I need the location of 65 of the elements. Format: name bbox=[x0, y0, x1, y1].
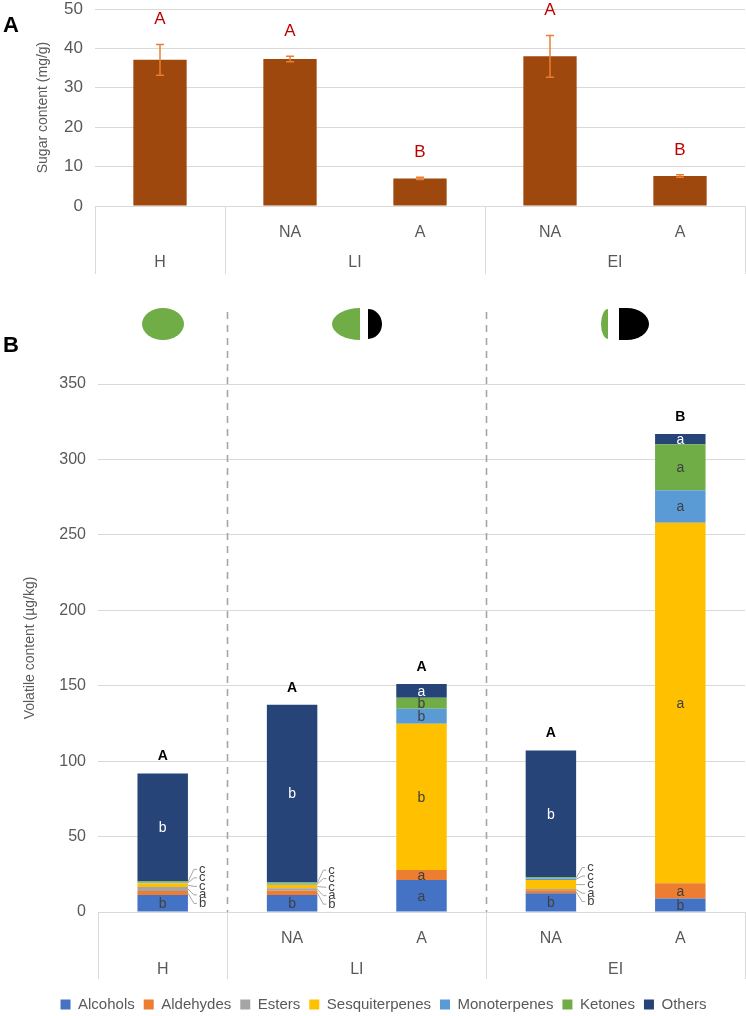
data-label: b bbox=[288, 785, 297, 802]
total-label: A bbox=[287, 678, 298, 695]
y-tick-label: 300 bbox=[59, 449, 87, 467]
total-label: A bbox=[157, 747, 168, 764]
data-label: b bbox=[676, 896, 685, 913]
data-label: b bbox=[547, 805, 555, 822]
data-label: b bbox=[417, 708, 426, 725]
data-label: a bbox=[676, 498, 685, 515]
data-label: b bbox=[547, 894, 555, 911]
legend-label: Ketones bbox=[579, 994, 635, 1012]
data-label: b bbox=[158, 895, 167, 912]
data-label: b bbox=[288, 895, 297, 912]
x-tick-label: NA bbox=[539, 929, 563, 947]
total-label: B bbox=[675, 407, 686, 424]
legend-label: Alcohols bbox=[78, 994, 135, 1012]
y-tick-label: 0 bbox=[77, 902, 87, 920]
data-label: B bbox=[674, 139, 686, 159]
data-label: a bbox=[417, 887, 426, 904]
y-tick-label: 0 bbox=[73, 195, 83, 215]
y-tick-label: 50 bbox=[64, 0, 83, 18]
legend-label: Sesquiterpenes bbox=[326, 994, 432, 1012]
y-tick-label: 100 bbox=[59, 751, 87, 769]
x-tick-label: NA bbox=[538, 223, 562, 241]
y-tick-label: 10 bbox=[64, 156, 83, 176]
chart-title: A bbox=[3, 12, 19, 37]
text: H bbox=[156, 960, 169, 978]
data-label: a bbox=[417, 866, 426, 883]
total-label: A bbox=[545, 724, 556, 741]
x-tick-label: NA bbox=[278, 223, 302, 241]
x-tick-label: A bbox=[674, 929, 686, 947]
y-axis-title: Volatile content (µg/kg) bbox=[21, 576, 38, 720]
text: LI bbox=[350, 960, 364, 978]
y-tick-label: 50 bbox=[68, 826, 87, 844]
legend-label: Aldehydes bbox=[161, 994, 232, 1012]
y-tick-label: 40 bbox=[64, 38, 83, 58]
data-label: a bbox=[676, 459, 685, 476]
data-label: b bbox=[158, 819, 167, 836]
legend-label: Esters bbox=[257, 994, 301, 1012]
y-tick-label: 200 bbox=[59, 600, 87, 618]
x-tick-label: NA bbox=[280, 929, 304, 947]
data-label: B bbox=[414, 141, 426, 161]
y-tick-label: 150 bbox=[59, 676, 87, 694]
data-label: a bbox=[676, 694, 685, 711]
text: LI bbox=[348, 253, 362, 271]
y-axis-title: Sugar content (mg/g) bbox=[34, 41, 51, 174]
data-label: b bbox=[417, 788, 426, 805]
total-label: A bbox=[416, 657, 427, 674]
y-tick-label: 250 bbox=[59, 525, 87, 543]
chart-title: B bbox=[3, 332, 19, 357]
data-label: A bbox=[154, 9, 167, 29]
legend-label: Monoterpenes bbox=[457, 994, 554, 1012]
text: EI bbox=[608, 960, 624, 978]
x-tick-label: A bbox=[416, 929, 428, 947]
data-label: A bbox=[284, 20, 297, 40]
data-label: a bbox=[676, 882, 685, 899]
data-label: A bbox=[544, 0, 557, 20]
y-tick-label: 20 bbox=[64, 116, 83, 136]
text: H bbox=[154, 253, 166, 271]
legend-label: Others bbox=[661, 994, 707, 1012]
data-label: a bbox=[676, 431, 685, 447]
y-tick-label: 350 bbox=[59, 374, 87, 392]
x-tick-label: A bbox=[414, 223, 426, 241]
y-tick-label: 30 bbox=[64, 77, 83, 97]
x-tick-label: A bbox=[674, 223, 686, 241]
text: EI bbox=[607, 253, 623, 271]
